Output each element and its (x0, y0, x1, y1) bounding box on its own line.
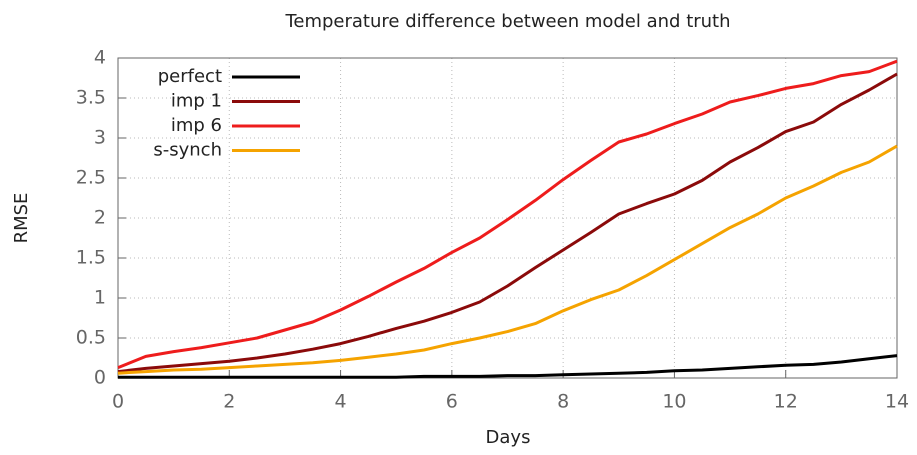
y-tick-label: 3 (94, 127, 106, 149)
x-tick-label: 8 (557, 391, 569, 413)
series-line (117, 59, 898, 369)
legend-label: imp 1 (171, 91, 222, 112)
x-axis-label: Days (486, 427, 531, 448)
x-tick-label: 12 (774, 391, 798, 413)
x-tick-label: 0 (112, 391, 124, 413)
y-tick-label: 4 (94, 47, 106, 69)
y-tick-label: 2 (94, 207, 106, 229)
x-tick-label: 4 (335, 391, 347, 413)
x-tick-label: 14 (885, 391, 909, 413)
series-line (117, 144, 898, 375)
x-tick-label: 10 (662, 391, 686, 413)
y-axis-label: RMSE (11, 193, 32, 244)
y-tick-label: 0.5 (76, 327, 106, 349)
x-tick-label: 6 (446, 391, 458, 413)
y-tick-label: 3.5 (76, 87, 106, 109)
legend-label: imp 6 (171, 115, 222, 136)
plot-frame (117, 57, 898, 379)
legend-label: perfect (158, 66, 222, 87)
series-line (118, 354, 898, 379)
y-tick-label: 0 (94, 367, 106, 389)
y-tick-label: 1.5 (76, 247, 106, 269)
legend-label: s-synch (153, 140, 222, 161)
series-line (117, 72, 898, 374)
y-tick-label: 2.5 (76, 167, 106, 189)
x-tick-label: 2 (223, 391, 235, 413)
y-tick-label: 1 (94, 287, 106, 309)
chart-title: Temperature difference between model and… (284, 11, 730, 32)
